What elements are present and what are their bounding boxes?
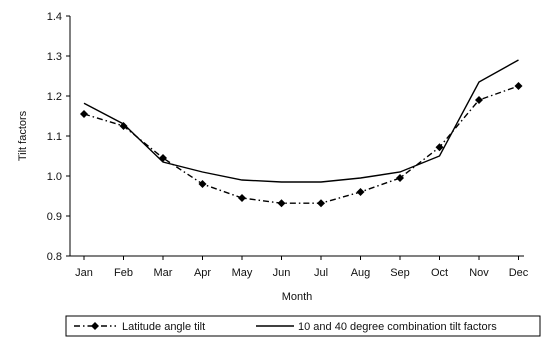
latitude-point	[119, 122, 128, 130]
x-tick-label: Feb	[114, 267, 133, 279]
x-tick-label: Mar	[154, 267, 173, 279]
series-line-combination	[83, 59, 519, 183]
latitude-point	[435, 143, 444, 152]
y-tick-label: 1.2	[47, 91, 62, 103]
y-tick-label: 1.3	[47, 51, 62, 63]
latitude-point	[80, 110, 88, 118]
x-axis-title: Month	[282, 291, 313, 303]
y-tick-label: 0.9	[47, 211, 62, 223]
y-tick-label: 1.4	[47, 11, 62, 23]
latitude-point	[198, 180, 207, 188]
legend-box	[65, 315, 541, 337]
x-tick-label: Dec	[509, 267, 529, 279]
latitude-point	[514, 82, 523, 90]
latitude-point	[159, 154, 167, 162]
latitude-point	[317, 199, 325, 208]
y-tick-label: 0.8	[47, 251, 62, 263]
x-tick-label: Sep	[390, 267, 410, 279]
y-tick-label: 1.1	[47, 131, 62, 143]
y-tick-label: 1.0	[47, 171, 62, 183]
latitude-point	[277, 199, 286, 208]
latitude-point	[238, 194, 246, 202]
x-tick-label: Nov	[469, 267, 489, 279]
x-tick-label: May	[232, 267, 253, 279]
y-axis-title: Tilt factors	[17, 110, 29, 161]
x-tick-label: Jul	[314, 267, 328, 279]
latitude-point	[396, 174, 404, 182]
series-line-latitude	[83, 85, 519, 204]
x-tick-label: Apr	[194, 267, 211, 279]
x-axis-ticks: Jan Feb Mar Apr May Jun Jul Aug Sep Oct Nov Dec	[75, 256, 529, 279]
legend-label-latitude: Latitude angle tilt	[122, 321, 205, 333]
latitude-point	[475, 96, 483, 104]
x-tick-label: Aug	[351, 267, 371, 279]
legend-label-combination: 10 and 40 degree combination tilt factor…	[298, 321, 497, 333]
latitude-point	[356, 188, 365, 196]
x-tick-label: Jun	[273, 267, 291, 279]
x-tick-label: Oct	[431, 267, 448, 279]
y-axis-ticks: 0.8 0.9 1.0 1.1 1.2 1.3 1.4	[47, 11, 70, 263]
legend-marker-latitude	[91, 322, 99, 330]
series-layer	[80, 59, 523, 208]
x-tick-label: Jan	[75, 267, 93, 279]
legend: Latitude angle tilt 10 and 40 degree com…	[65, 315, 541, 337]
